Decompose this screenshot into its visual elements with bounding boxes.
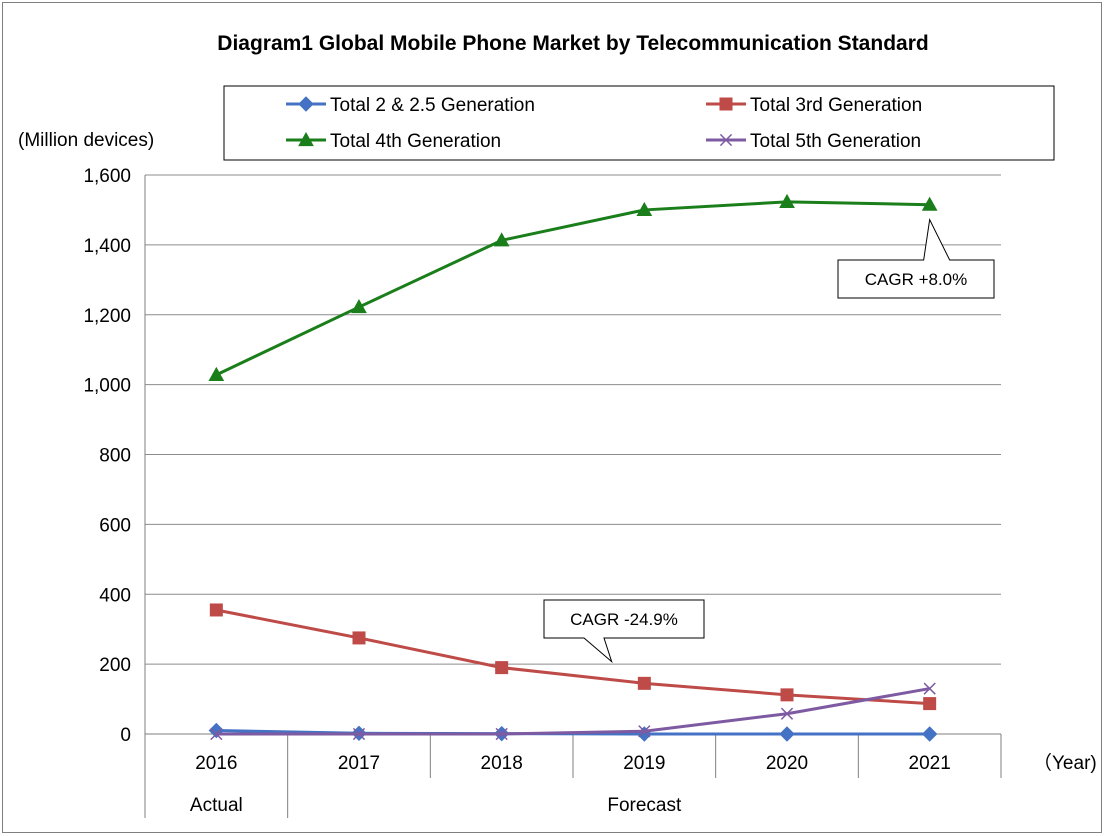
x-tick-label: 2021 [909, 753, 951, 774]
legend-item: Total 3rd Generation [706, 95, 922, 116]
data-point-marker [921, 726, 938, 742]
x-tick-label: 2019 [623, 753, 665, 774]
data-point-marker [298, 96, 314, 112]
y-tick-label: 400 [99, 585, 131, 606]
legend-label: Total 2 & 2.5 Generation [330, 95, 535, 116]
callouts: CAGR +8.0% CAGR -24.9% [543, 218, 995, 664]
data-point-marker [298, 131, 314, 147]
x-tick-label: 2017 [338, 753, 380, 774]
y-tick-label: 1,200 [83, 306, 131, 327]
y-tick-label: 600 [99, 515, 131, 536]
series-line [216, 608, 930, 706]
annotation-box [837, 218, 995, 299]
chart-title: Diagram1 Global Mobile Phone Market by T… [217, 32, 928, 55]
y-tick-label: 1,400 [83, 236, 131, 257]
x-tick-label: 2020 [766, 753, 808, 774]
legend-item: Total 4th Generation [286, 131, 501, 152]
data-point-marker [719, 133, 733, 147]
y-tick-label: 200 [99, 655, 131, 676]
x-axis-unit-label: （Year) [1033, 752, 1097, 774]
y-tick-label: 800 [99, 446, 131, 467]
data-point-marker [495, 661, 509, 675]
series-group [208, 193, 938, 742]
x-tick-label: 2018 [481, 753, 523, 774]
data-point-marker [780, 707, 794, 720]
data-point-marker [923, 697, 937, 711]
period-label-forecast: Forecast [607, 795, 682, 816]
annotation-callout: CAGR +8.0% [837, 218, 995, 299]
data-point-marker [719, 97, 733, 111]
x-tick-label: 2016 [195, 753, 237, 774]
series-total-5th-generation [210, 682, 936, 741]
data-point-marker [638, 725, 651, 738]
chart-svg: Diagram1 Global Mobile Phone Market by T… [18, 32, 1097, 818]
x-axis-ticks: 2016 2017 2018 2019 2020 2021 Actual Forecast [190, 753, 951, 816]
data-point-marker [923, 682, 936, 695]
annotation-text: CAGR -24.9% [570, 610, 678, 629]
y-axis-ticks: 0 200 400 600 800 1,000 1,200 1,400 1,600 [83, 166, 131, 746]
legend-label: Total 5th Generation [750, 131, 921, 152]
series-line [215, 200, 930, 377]
annotation-text: CAGR +8.0% [865, 270, 968, 289]
y-tick-label: 1,600 [83, 166, 131, 187]
data-point-marker [495, 727, 508, 741]
series-total-3rd-generation [209, 603, 937, 711]
series-line [216, 687, 930, 736]
legend-item: Total 2 & 2.5 Generation [286, 95, 535, 116]
legend-label: Total 4th Generation [330, 131, 501, 152]
data-point-marker [493, 232, 510, 247]
legend-box [223, 85, 1055, 161]
annotation-box [543, 599, 705, 664]
grid [145, 174, 1001, 665]
data-point-marker [351, 299, 367, 314]
data-point-marker [636, 201, 653, 217]
data-point-marker [209, 603, 223, 617]
series-total-4th-generation [208, 193, 938, 381]
data-point-marker [780, 688, 794, 702]
data-point-marker [779, 193, 795, 209]
data-point-marker [637, 676, 651, 690]
legend-label: Total 3rd Generation [750, 95, 922, 116]
data-point-marker [352, 631, 366, 645]
y-tick-label: 1,000 [83, 376, 131, 397]
legend: Total 2 & 2.5 Generation Total 3rd Genera… [286, 95, 922, 152]
data-point-marker [208, 366, 225, 381]
annotation-callout: CAGR -24.9% [543, 599, 705, 664]
data-point-marker [921, 196, 938, 211]
data-point-marker [779, 726, 795, 742]
period-label-actual: Actual [190, 795, 243, 816]
y-axis-label: (Million devices) [18, 130, 154, 151]
data-point-marker [352, 727, 366, 741]
y-tick-label: 0 [120, 725, 131, 746]
legend-item: Total 5th Generation [706, 131, 921, 152]
data-point-marker [210, 727, 223, 741]
